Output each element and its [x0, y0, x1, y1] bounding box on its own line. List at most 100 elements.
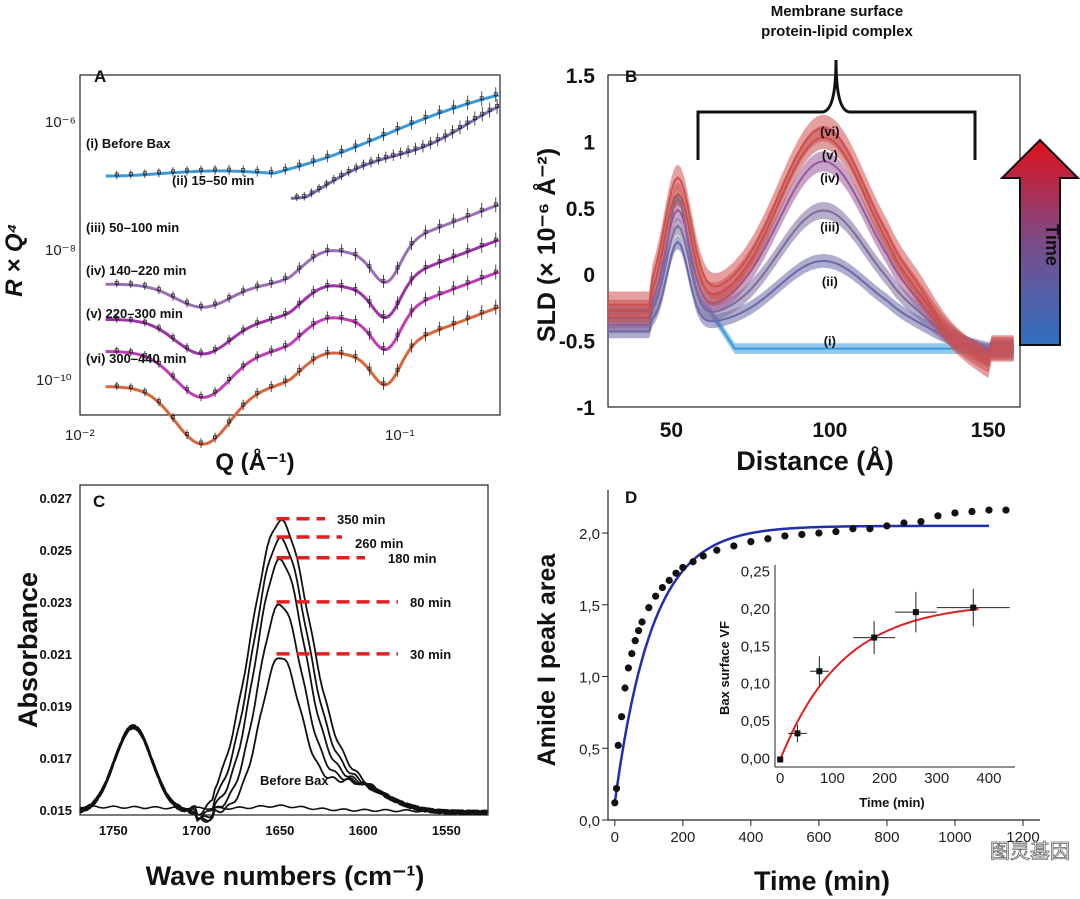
data-point [269, 315, 274, 320]
panel-c-letter: C [93, 492, 105, 511]
data-point [479, 242, 484, 247]
data-point [381, 132, 386, 137]
data-point [451, 253, 456, 258]
peak-label-3: 180 min [388, 551, 436, 566]
data-point [493, 237, 498, 242]
data-point [353, 319, 358, 323]
main-data-point [699, 552, 707, 560]
data-point [465, 315, 470, 320]
data-point [437, 223, 442, 228]
panel-b-letter: B [625, 67, 637, 86]
data-point [406, 148, 411, 153]
main-data-point [747, 538, 755, 546]
data-point [311, 321, 316, 326]
main-data-point [621, 684, 629, 692]
data-point [480, 111, 485, 116]
inset-xtick-3: 200 [872, 770, 897, 787]
main-data-point [635, 627, 643, 635]
time-arrow-label: Time [1042, 224, 1062, 266]
inset-data-point [777, 756, 784, 763]
panel-b: B 1.5 1 0.5 0 -0.5 -1 50 100 150 (i) (ii) (iii) (iv… [532, 3, 1080, 476]
data-point [353, 143, 358, 148]
panel-d-xtick-6: 1000 [938, 829, 971, 846]
inset-xtick-5: 400 [976, 770, 1001, 787]
data-point [367, 137, 372, 142]
panel-c-ytick-3: 0.023 [39, 595, 72, 610]
panel-d-xtick-1: 0 [611, 829, 619, 846]
data-point [283, 275, 288, 280]
inset-ytick-1: 0,00 [741, 751, 770, 768]
data-point [451, 104, 456, 109]
data-point [255, 390, 260, 395]
data-point [128, 349, 133, 354]
data-point [353, 287, 358, 291]
data-point [170, 335, 175, 340]
data-point [495, 103, 500, 108]
data-point [325, 283, 330, 287]
main-data-point [624, 664, 633, 672]
bracket-label-line2: protein-lipid complex [761, 23, 913, 40]
panel-b-ytick-6: -1 [576, 397, 595, 420]
panel-b-ytick-3: 0.5 [566, 198, 596, 221]
data-point [142, 171, 147, 176]
data-point [128, 317, 133, 322]
sld-label-1: (i) [824, 334, 836, 349]
data-point [283, 166, 288, 171]
series-label-3: (iii) 50–100 min [86, 220, 179, 235]
data-point [493, 304, 498, 309]
data-point [311, 356, 316, 361]
data-point [142, 389, 147, 394]
panel-c-frame [79, 484, 489, 816]
panel-a-ytick-2: 10⁻⁸ [45, 242, 76, 259]
data-point [395, 300, 400, 305]
panel-c-xtick-4: 1600 [349, 823, 378, 838]
before-bax-label: Before Bax [260, 773, 329, 788]
panel-d-xtick-3: 400 [738, 829, 763, 846]
main-data-point [951, 509, 959, 517]
data-point [398, 150, 403, 155]
inset-ytick-5: 0,20 [741, 601, 770, 618]
data-point [297, 300, 302, 305]
inset-xtick-1: 0 [776, 770, 784, 787]
data-point [297, 265, 302, 270]
data-point [185, 168, 189, 173]
main-data-point [917, 517, 925, 526]
data-point [479, 310, 484, 315]
data-point [353, 251, 358, 256]
data-point [311, 254, 316, 259]
data-point [185, 432, 189, 437]
main-data-point [883, 522, 891, 530]
inset-ytick-3: 0,10 [741, 676, 770, 693]
data-point [269, 348, 274, 353]
surface-bracket [696, 59, 977, 160]
inset-xtick-4: 300 [924, 770, 949, 787]
data-point [297, 368, 302, 373]
panel-d-ytick-5: 2,0 [579, 526, 600, 543]
panel-d-ytick-3: 1,0 [579, 670, 600, 687]
series-label-4: (iv) 140–220 min [86, 263, 187, 278]
sld-label-2: (ii) [822, 274, 838, 289]
data-point [339, 172, 344, 177]
data-point [213, 301, 217, 306]
data-point [302, 193, 307, 198]
main-data-point [631, 637, 639, 645]
data-point [451, 320, 456, 325]
data-point [383, 154, 388, 159]
series-label-6: (vi) 300–440 min [86, 351, 187, 366]
series-label-2: (ii) 15–50 min [172, 173, 254, 188]
data-point [283, 378, 288, 383]
main-data-point [679, 563, 687, 572]
inset-background [730, 555, 1015, 775]
panel-d-letter: D [625, 488, 637, 507]
data-point [451, 285, 456, 290]
data-point [213, 435, 217, 440]
data-point [381, 314, 386, 319]
main-data-point [689, 558, 697, 566]
panel-d: D 0,00,51,01,52,00 200 400 600 800 1000 1200 T… [533, 488, 1070, 896]
panel-a: A 10⁻⁶ 10⁻⁸ 10⁻¹⁰ 10⁻² 10⁻¹ Q (Å⁻¹) R × … [1, 67, 501, 476]
data-point [437, 259, 442, 263]
data-point [409, 308, 414, 313]
data-point [170, 169, 175, 174]
data-point [227, 337, 232, 342]
data-point [346, 169, 351, 173]
